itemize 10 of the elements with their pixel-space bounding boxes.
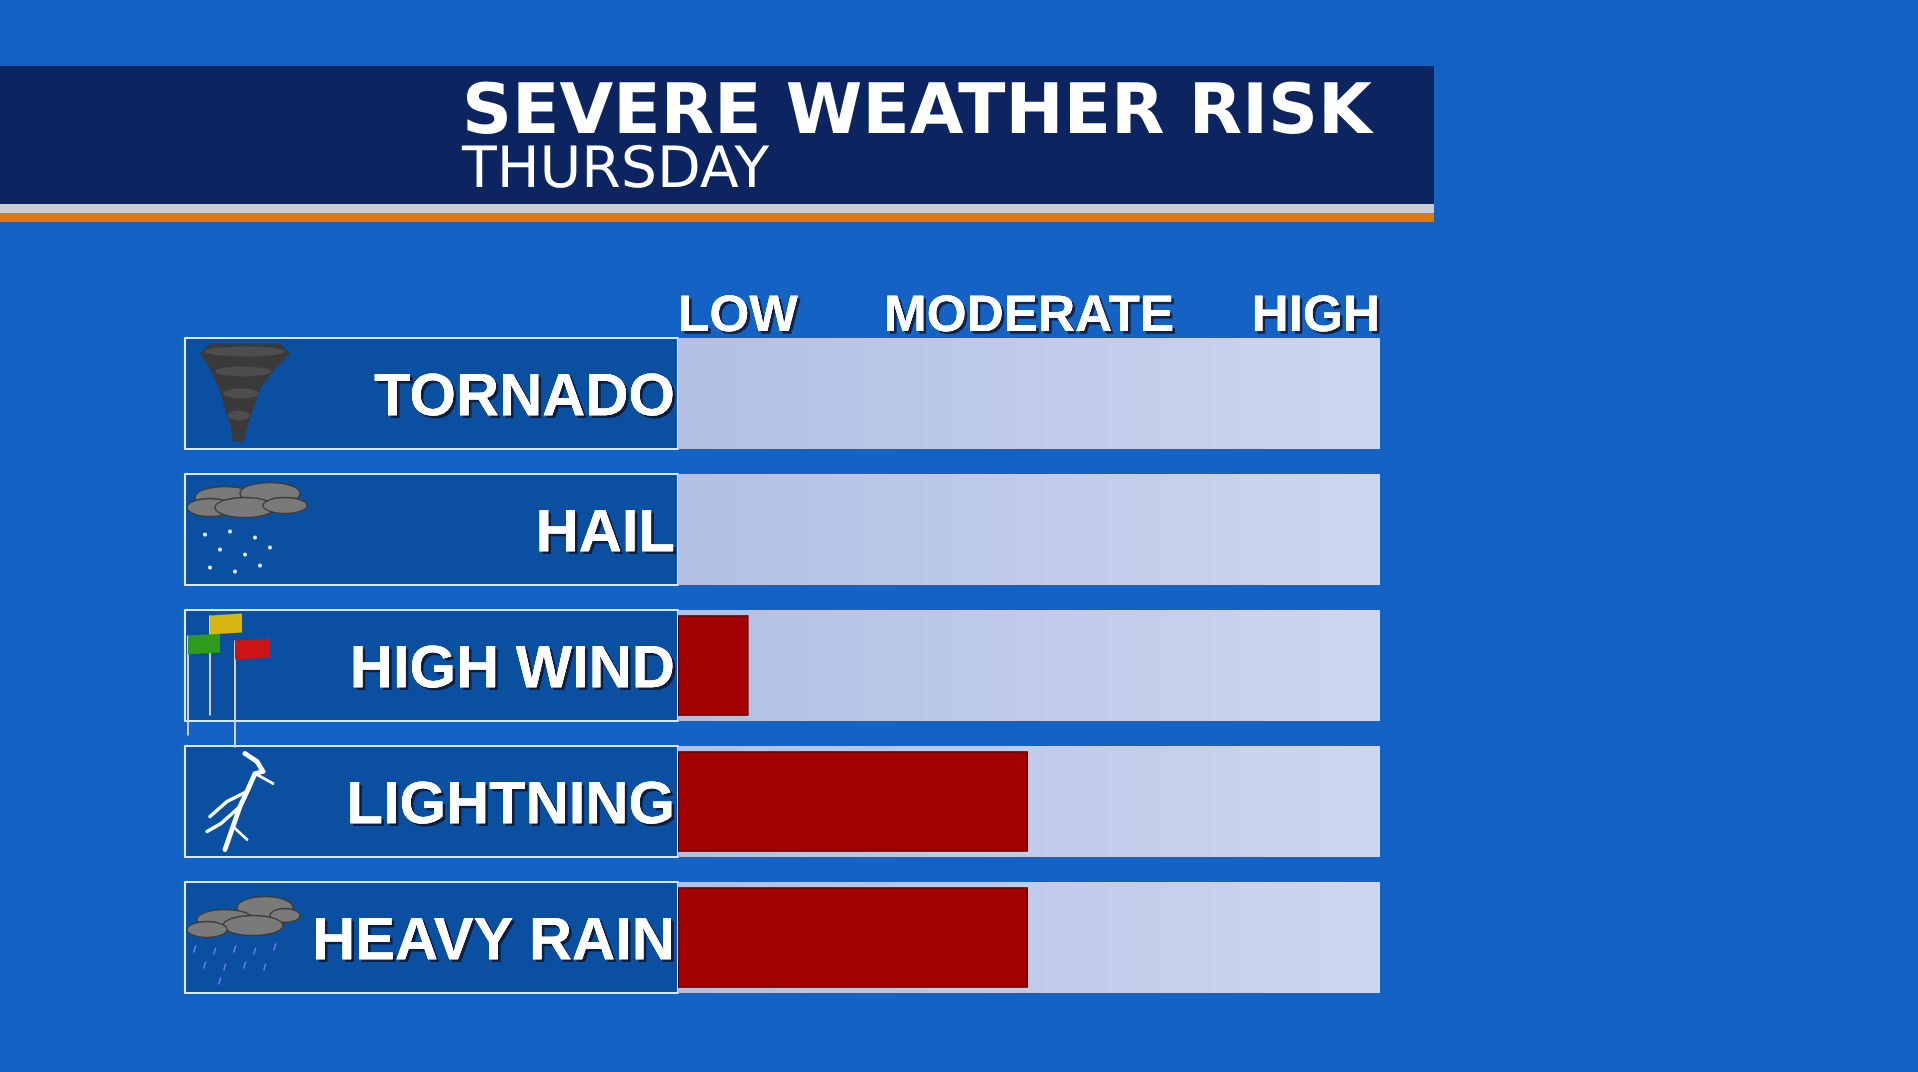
text: LOW (681, 295, 801, 335)
text: MODERATE (887, 295, 1175, 335)
y-tick-label: HIGH WIND (353, 645, 676, 691)
y-tick-label: HAIL (539, 510, 676, 554)
text: HIGH (1254, 295, 1380, 335)
chart-title: SEVERE WEATHER RISK (466, 81, 1374, 134)
chart-subtitle: THURSDAY (461, 144, 770, 188)
y-tick-label: TORNADO (374, 373, 676, 419)
y-tick-label: HEAVY RAIN (316, 918, 674, 962)
y-tick-label: LIGHTNING (350, 781, 675, 827)
